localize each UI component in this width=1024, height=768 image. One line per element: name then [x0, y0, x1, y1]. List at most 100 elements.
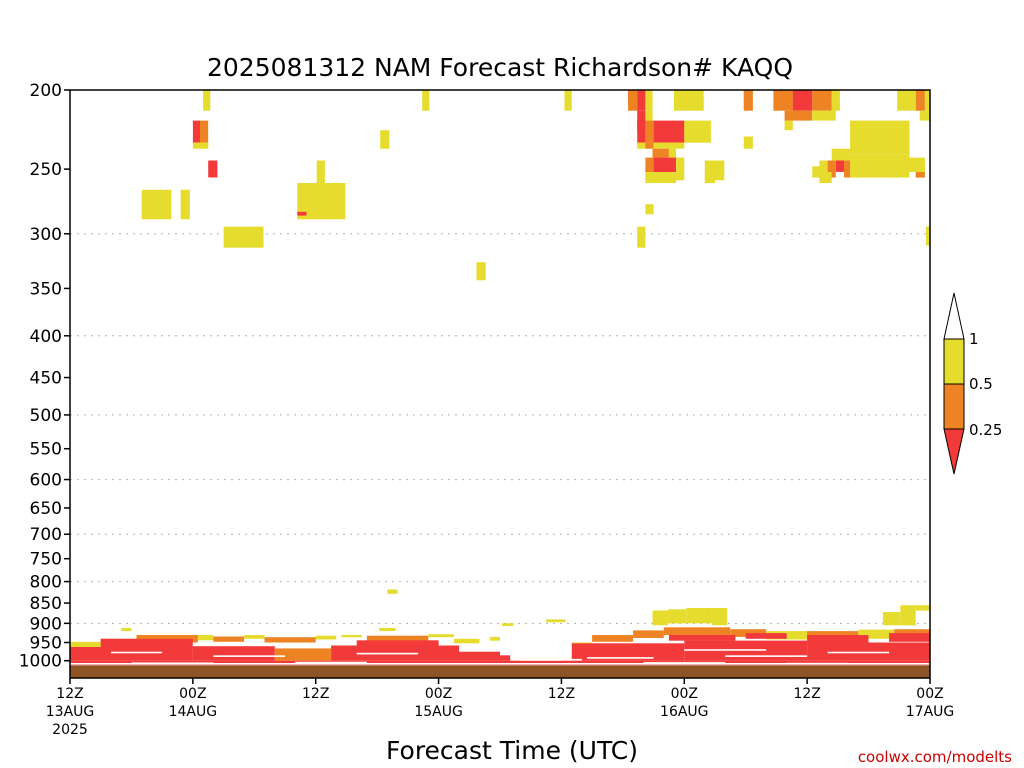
- legend-swatch-yellow: [943, 338, 965, 385]
- x-tick-label: 2025: [52, 722, 88, 738]
- richardson-cell: [812, 110, 836, 121]
- richardson-cell: [684, 120, 711, 143]
- richardson-cell: [70, 660, 930, 665]
- richardson-cell: [637, 142, 646, 149]
- y-tick-label: 700: [30, 525, 62, 545]
- richardson-cell: [812, 166, 821, 178]
- richardson-cell: [645, 172, 677, 184]
- richardson-cell: [831, 90, 840, 111]
- richardson-cell: [387, 589, 398, 594]
- y-tick-label: 950: [30, 634, 62, 654]
- richardson-cell: [192, 646, 275, 661]
- x-tick-label: 15AUG: [414, 704, 463, 720]
- ground-fill: [70, 665, 930, 678]
- richardson-cell: [200, 120, 209, 143]
- richardson-cell: [198, 635, 214, 641]
- stable-gap: [500, 631, 572, 656]
- richardson-cell: [564, 90, 572, 111]
- richardson-cell: [264, 637, 316, 643]
- stable-streak: [530, 658, 582, 661]
- richardson-cell: [743, 136, 753, 149]
- y-axis: 200 250 300 350 400 450 500 550 600 650 700 750 8008…: [19, 81, 70, 672]
- richardson-cell: [274, 648, 332, 661]
- richardson-cell: [807, 635, 869, 643]
- richardson-cell: [213, 636, 244, 642]
- x-tick-label: 00Z: [425, 686, 452, 702]
- richardson-cell: [192, 120, 201, 143]
- richardson-cell: [628, 90, 638, 111]
- richardson-cell: [379, 628, 396, 632]
- stable-streak: [213, 655, 285, 657]
- ground-band: [70, 663, 930, 678]
- legend-arrow-low: [943, 428, 965, 475]
- y-tick-label: 750: [30, 550, 62, 570]
- richardson-cell: [850, 154, 910, 178]
- richardson-cell: [652, 610, 668, 626]
- richardson-cell: [807, 642, 930, 661]
- x-tick-label: 12Z: [793, 686, 820, 702]
- richardson-cell: [827, 160, 836, 178]
- richardson-cell: [70, 641, 101, 647]
- y-tick-label: 850: [30, 594, 62, 614]
- richardson-cell: [919, 110, 930, 121]
- richardson-cell: [100, 638, 193, 647]
- richardson-cell: [858, 629, 895, 639]
- richardson-cell: [136, 635, 198, 643]
- richardson-cell: [924, 90, 930, 111]
- legend-label: 1: [969, 330, 979, 348]
- x-tick-label: 14AUG: [169, 704, 218, 720]
- richardson-cell: [428, 634, 454, 638]
- richardson-cell: [637, 120, 646, 143]
- stable-streak: [827, 651, 890, 654]
- richardson-cell: [637, 110, 646, 131]
- richardson-cell: [192, 142, 209, 149]
- richardson-cell: [812, 90, 832, 111]
- richardson-cell: [633, 630, 664, 638]
- richardson-cell: [637, 90, 646, 111]
- richardson-cell: [915, 605, 930, 611]
- richardson-cell: [70, 647, 193, 661]
- richardson-cell: [835, 160, 844, 172]
- richardson-cell: [686, 608, 712, 624]
- y-tick-label: 450: [30, 369, 62, 389]
- richardson-cell: [745, 633, 787, 639]
- y-tick-label: 300: [30, 225, 62, 245]
- x-axis: 12Z 13AUG 2025 00Z 14AUG 12Z 00Z 15AUG 12Z 00Z 16A…: [46, 678, 954, 738]
- y-tick-label: 1000: [19, 652, 62, 672]
- richardson-cell: [380, 130, 390, 149]
- richardson-cells: [70, 90, 930, 665]
- richardson-cell: [422, 90, 430, 111]
- richardson-cell: [667, 609, 687, 624]
- richardson-cell: [850, 120, 910, 155]
- richardson-cell: [663, 627, 731, 635]
- x-tick-label: 12Z: [302, 686, 329, 702]
- richardson-cell: [645, 90, 653, 111]
- richardson-cell: [897, 90, 916, 111]
- richardson-cell: [653, 142, 685, 149]
- richardson-cell: [882, 612, 901, 626]
- x-tick-label: 00Z: [671, 686, 698, 702]
- richardson-cell: [792, 90, 813, 111]
- y-tick-label: 200: [30, 81, 62, 101]
- stable-streak: [684, 649, 767, 651]
- y-tick-label: 550: [30, 440, 62, 460]
- richardson-cell: [637, 226, 646, 248]
- richardson-cell: [674, 90, 704, 111]
- x-tick-label: 00Z: [916, 686, 943, 702]
- richardson-cell: [773, 90, 793, 111]
- richardson-cell: [668, 148, 677, 158]
- richardson-cell: [366, 635, 429, 641]
- richardson-cell: [819, 172, 832, 184]
- richardson-cell: [676, 157, 685, 181]
- x-tick-label: 13AUG: [46, 704, 95, 720]
- richardson-cell: [297, 211, 307, 216]
- richardson-cell: [711, 608, 728, 626]
- y-tick-label: 900: [30, 614, 62, 634]
- stable-streak: [110, 651, 163, 654]
- y-tick-label: 350: [30, 279, 62, 299]
- richardson-cell: [645, 142, 654, 149]
- richardson-cell: [704, 172, 715, 184]
- richardson-cell: [502, 623, 514, 626]
- richardson-cell: [819, 160, 828, 172]
- richardson-cell: [909, 157, 925, 172]
